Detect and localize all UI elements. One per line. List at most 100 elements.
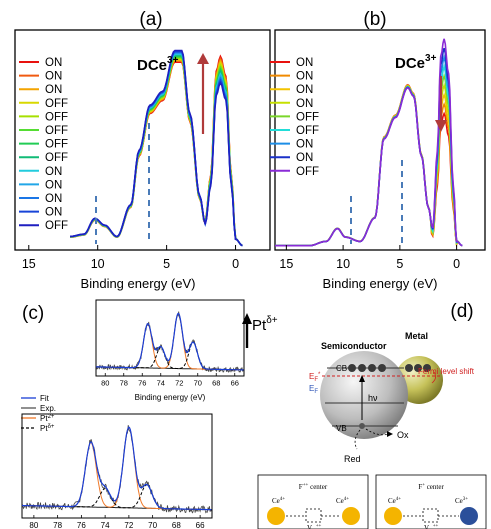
legend-label-b-8: ON <box>296 152 313 164</box>
xps-tick-label: 74 <box>157 379 165 388</box>
panel-b-arrow-down <box>435 76 447 132</box>
x-tick-label: 5 <box>163 257 170 271</box>
legend-label-b-9: OFF <box>296 166 319 178</box>
legend-label-b-4: ON <box>296 98 313 110</box>
panel-b-series <box>275 38 463 248</box>
panel-b-frame <box>274 29 486 251</box>
xps-tick-label: 66 <box>196 521 205 529</box>
series-line-a-8 <box>70 54 243 247</box>
x-tick-label: 5 <box>396 257 403 271</box>
xps-tick-label: 72 <box>124 521 133 529</box>
panel-c-lower-curves <box>21 425 212 514</box>
panel-d-label: (d) <box>450 301 473 322</box>
legend-label-a-13: OFF <box>45 220 68 232</box>
svg-text:Ce4+: Ce4+ <box>272 497 285 505</box>
x-tick-label: 10 <box>91 257 105 271</box>
legend-label-b-6: OFF <box>296 125 319 137</box>
panel-c-lower-ticks: 80 78 76 74 72 70 68 66 <box>29 515 205 529</box>
legend-label-a-3: ON <box>45 84 62 96</box>
xps-tick-label: 68 <box>212 379 220 388</box>
panel-b-label: (b) <box>363 9 386 30</box>
legend-label-b-3: ON <box>296 84 313 96</box>
panel-b-x-ticks: 15 10 5 0 <box>279 245 460 271</box>
xps-tick-label: 74 <box>101 521 110 529</box>
panel-a-frame <box>14 29 271 251</box>
legend-label-b-7: ON <box>296 139 313 151</box>
legend-c-label-1: Fit <box>40 394 50 403</box>
electron-row <box>348 364 431 372</box>
legend-label-b-2: ON <box>296 71 313 83</box>
panel-b-xlabel: Binding energy (eV) <box>323 276 438 291</box>
ce4-right-atom <box>342 507 360 525</box>
pt2-component <box>96 312 244 371</box>
exp-curve <box>95 311 244 373</box>
xps-tick-label: 68 <box>172 521 181 529</box>
panel-a-series <box>70 49 243 247</box>
xps-tick-label: 80 <box>29 521 38 529</box>
legend-c-label-2: Exp. <box>40 404 56 413</box>
xps-tick-label: 72 <box>175 379 183 388</box>
f-center-plus: F+ center Ce4+ Ce3+ VO++ <box>375 474 487 529</box>
vacancy-box <box>305 508 322 523</box>
panel-c-lower-frame <box>21 413 213 519</box>
svg-text:VO++: VO++ <box>424 524 439 529</box>
svg-text:Ce4+: Ce4+ <box>388 497 401 505</box>
f-center-plusplus: F++ center Ce4+ Ce4+ VO++ <box>257 474 369 529</box>
svg-text:VO++: VO++ <box>307 524 322 529</box>
x-tick-label: 10 <box>336 257 350 271</box>
ptd-component <box>96 341 244 371</box>
legend-label-a-9: ON <box>45 166 62 178</box>
fpp-title: F++ center <box>299 483 328 491</box>
panel-c-pt-label: Ptδ+ <box>252 315 278 334</box>
pt2-component <box>22 426 212 511</box>
fermi-shift-label: Fermi level shift <box>418 367 475 376</box>
xps-tick-label: 76 <box>77 521 86 529</box>
panel-a-dce-label: DCe3+ <box>137 55 179 74</box>
panel-a-x-ticks: 15 10 5 0 <box>22 245 239 271</box>
ef-label: EF <box>309 384 318 395</box>
vb-label: VB <box>336 424 347 433</box>
fp-title: F+ center <box>418 483 444 491</box>
svg-text:Ce3+: Ce3+ <box>455 497 468 505</box>
fit-curve <box>22 426 212 511</box>
svg-text:Ce4+: Ce4+ <box>336 497 349 505</box>
ce4-atom <box>384 507 402 525</box>
series-line-b-9 <box>275 38 463 247</box>
cb-label: CB <box>336 364 347 373</box>
semiconductor-label: Semiconductor <box>321 341 387 351</box>
panel-b-dce-label: DCe3+ <box>395 53 437 72</box>
hole <box>359 423 365 429</box>
xps-tick-label: 70 <box>194 379 202 388</box>
legend-label-a-4: OFF <box>45 98 68 110</box>
legend-label-a-1: ON <box>45 57 62 69</box>
xps-tick-label: 80 <box>101 379 109 388</box>
legend-label-a-10: ON <box>45 179 62 191</box>
xps-tick-label: 78 <box>53 521 62 529</box>
legend-label-a-11: ON <box>45 193 62 205</box>
panel-a-arrow-up <box>197 53 209 134</box>
panel-c-label: (c) <box>22 303 44 324</box>
x-tick-label: 15 <box>22 257 36 271</box>
ox-label: Ox <box>397 430 409 440</box>
panel-c-upper-curves <box>95 311 244 373</box>
panel-c-upper-frame <box>95 299 245 377</box>
metal-label: Metal <box>405 331 428 341</box>
fermi-shift-text: Fermi level shift <box>418 367 475 376</box>
legend-label-a-6: OFF <box>45 125 68 137</box>
series-line-a-13 <box>70 49 243 247</box>
hv-label: hν <box>368 393 378 403</box>
panel-c-upper-ticks: 80 78 76 74 72 70 68 66 <box>101 373 239 388</box>
diagram-d: Semiconductor Metal CB VB EF* EF hν <box>309 331 475 464</box>
vacancy-box-2 <box>422 508 439 523</box>
legend-label-a-2: ON <box>45 71 62 83</box>
ce3-atom <box>460 507 478 525</box>
xps-tick-label: 76 <box>138 379 146 388</box>
xps-tick-label: 78 <box>120 379 128 388</box>
legend-label-b-1: ON <box>296 57 313 69</box>
xps-tick-label: 70 <box>148 521 157 529</box>
legend-label-a-5: OFF <box>45 111 68 123</box>
